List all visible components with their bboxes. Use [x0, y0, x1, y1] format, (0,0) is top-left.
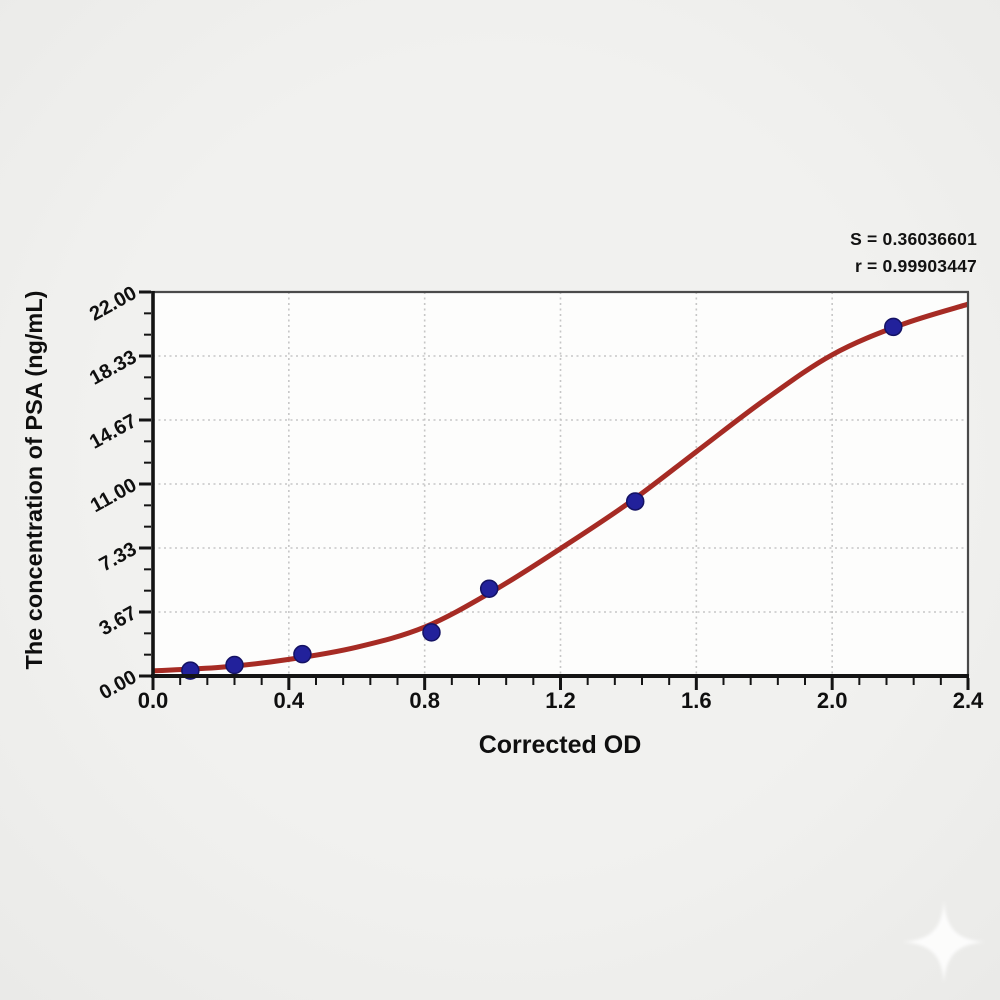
standard-point [293, 644, 312, 664]
y-axis-title: The concentration of PSA (ng/mL) [21, 290, 47, 670]
x-tick-label: 1.2 [545, 688, 576, 713]
x-tick-label: 0.4 [274, 688, 305, 713]
y-tick-label: 11.00 [87, 474, 140, 517]
x-tick-label: 0.0 [138, 688, 169, 713]
standard-point [884, 317, 903, 337]
x-tick-label: 2.0 [817, 688, 848, 713]
y-tick-label: 0.00 [96, 666, 141, 704]
standard-point [625, 492, 645, 511]
x-tick-label: 0.8 [409, 688, 440, 713]
fit-statistics: S = 0.36036601 r = 0.99903447 [850, 226, 977, 280]
y-tick-label: 14.67 [86, 410, 140, 454]
r-statistic: r = 0.99903447 [854, 256, 977, 276]
fit-curve [152, 301, 969, 674]
y-tick-label: 3.67 [96, 602, 141, 640]
data-layer [152, 301, 969, 680]
y-tick-label: 22.00 [86, 282, 140, 326]
sparkle-watermark-icon [903, 901, 985, 983]
x-axis-title: Corrected OD [478, 731, 642, 759]
standard-point [225, 655, 244, 675]
y-tick-label: 18.33 [86, 346, 140, 390]
x-tick-label: 1.6 [681, 688, 712, 713]
s-statistic: S = 0.36036601 [850, 229, 977, 249]
standard-point [479, 579, 499, 598]
standard-point [422, 623, 441, 642]
x-tick-label: 2.4 [953, 688, 984, 713]
y-tick-label: 7.33 [96, 538, 141, 576]
